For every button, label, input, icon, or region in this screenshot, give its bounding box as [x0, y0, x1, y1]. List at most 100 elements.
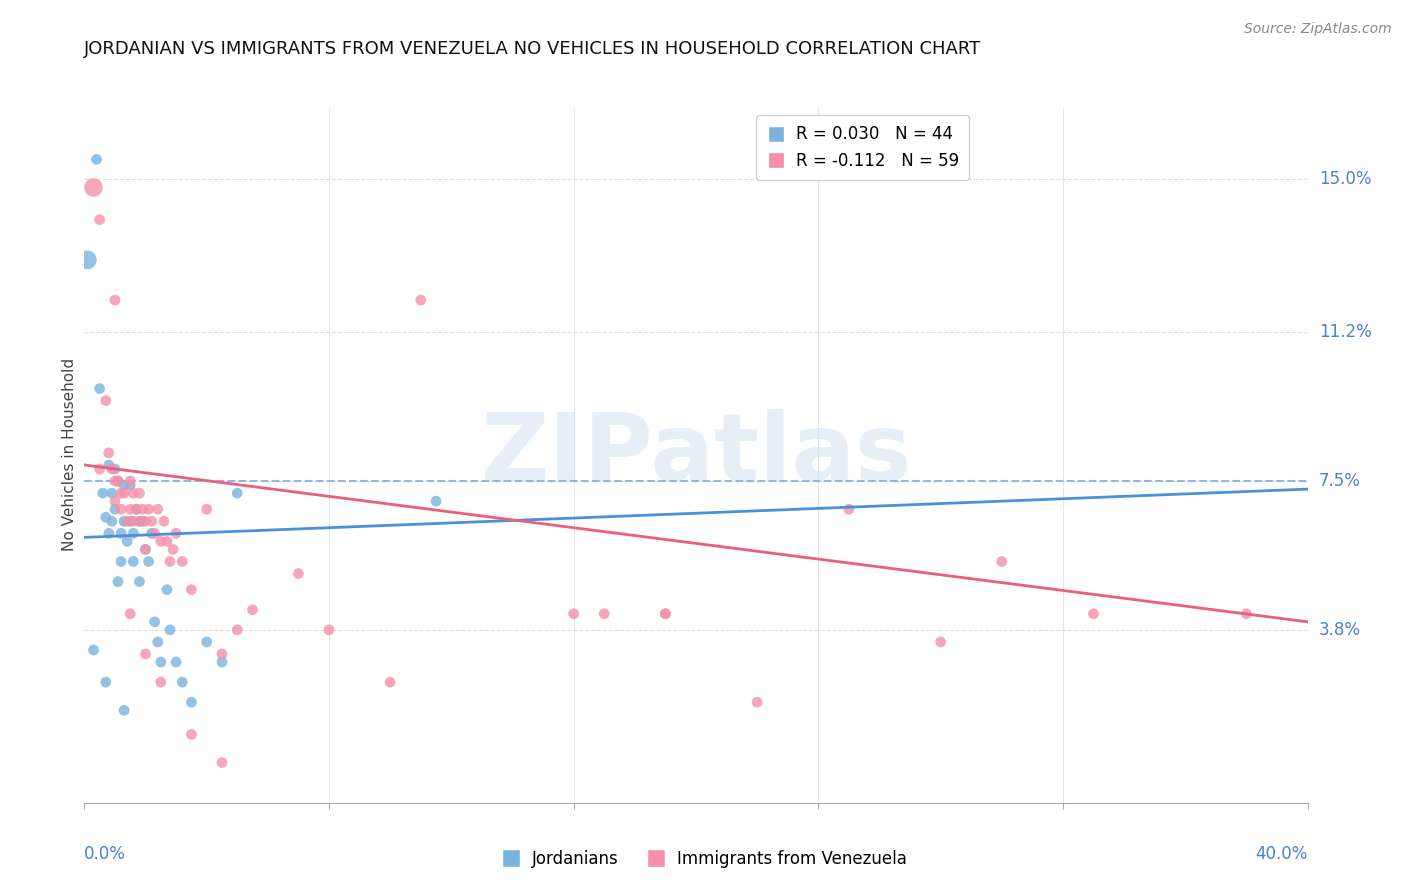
- Point: [122, 514, 145, 528]
- Point: [135, 542, 157, 557]
- Point: [838, 502, 860, 516]
- Text: ZIPatlas: ZIPatlas: [481, 409, 911, 501]
- Point: [141, 514, 163, 528]
- Point: [162, 542, 184, 557]
- Point: [318, 623, 340, 637]
- Point: [135, 514, 157, 528]
- Point: [83, 180, 105, 194]
- Point: [131, 514, 153, 528]
- Point: [110, 502, 132, 516]
- Point: [128, 574, 150, 589]
- Point: [128, 514, 150, 528]
- Text: 7.5%: 7.5%: [1319, 472, 1361, 490]
- Point: [1083, 607, 1105, 621]
- Point: [149, 675, 172, 690]
- Legend: Jordanians, Immigrants from Venezuela: Jordanians, Immigrants from Venezuela: [492, 844, 914, 875]
- Point: [135, 647, 157, 661]
- Point: [122, 526, 145, 541]
- Text: 40.0%: 40.0%: [1256, 845, 1308, 863]
- Point: [143, 526, 166, 541]
- Point: [211, 756, 233, 770]
- Point: [172, 675, 194, 690]
- Point: [107, 474, 129, 488]
- Point: [1234, 607, 1257, 621]
- Point: [138, 554, 160, 568]
- Point: [654, 607, 676, 621]
- Text: 11.2%: 11.2%: [1319, 323, 1371, 342]
- Point: [135, 542, 157, 557]
- Point: [425, 494, 447, 508]
- Point: [146, 502, 169, 516]
- Point: [156, 534, 179, 549]
- Point: [131, 502, 153, 516]
- Point: [149, 655, 172, 669]
- Point: [287, 566, 309, 581]
- Point: [110, 486, 132, 500]
- Point: [159, 554, 181, 568]
- Point: [104, 502, 127, 516]
- Point: [94, 393, 117, 408]
- Point: [120, 478, 142, 492]
- Point: [110, 526, 132, 541]
- Point: [211, 655, 233, 669]
- Point: [110, 554, 132, 568]
- Point: [120, 474, 142, 488]
- Point: [409, 293, 432, 307]
- Point: [122, 554, 145, 568]
- Point: [76, 252, 98, 267]
- Point: [180, 727, 202, 741]
- Point: [654, 607, 676, 621]
- Point: [991, 554, 1014, 568]
- Point: [120, 607, 142, 621]
- Point: [94, 510, 117, 524]
- Point: [226, 623, 249, 637]
- Point: [89, 212, 111, 227]
- Point: [104, 462, 127, 476]
- Point: [156, 582, 179, 597]
- Legend: R = 0.030   N = 44, R = -0.112   N = 59: R = 0.030 N = 44, R = -0.112 N = 59: [756, 115, 969, 179]
- Point: [120, 514, 142, 528]
- Point: [101, 462, 124, 476]
- Point: [94, 675, 117, 690]
- Point: [747, 695, 769, 709]
- Point: [112, 703, 135, 717]
- Text: Source: ZipAtlas.com: Source: ZipAtlas.com: [1244, 22, 1392, 37]
- Point: [89, 382, 111, 396]
- Point: [146, 635, 169, 649]
- Point: [122, 486, 145, 500]
- Point: [159, 623, 181, 637]
- Text: 3.8%: 3.8%: [1319, 621, 1361, 639]
- Point: [83, 643, 105, 657]
- Point: [165, 526, 187, 541]
- Point: [97, 458, 120, 472]
- Point: [97, 526, 120, 541]
- Point: [172, 554, 194, 568]
- Point: [115, 514, 138, 528]
- Point: [180, 582, 202, 597]
- Point: [242, 603, 264, 617]
- Point: [195, 502, 218, 516]
- Text: 15.0%: 15.0%: [1319, 170, 1371, 188]
- Point: [120, 502, 142, 516]
- Point: [128, 514, 150, 528]
- Point: [86, 153, 108, 167]
- Point: [153, 514, 176, 528]
- Point: [138, 502, 160, 516]
- Point: [380, 675, 402, 690]
- Point: [562, 607, 585, 621]
- Point: [101, 486, 124, 500]
- Point: [128, 486, 150, 500]
- Point: [211, 647, 233, 661]
- Point: [104, 474, 127, 488]
- Point: [101, 514, 124, 528]
- Point: [112, 514, 135, 528]
- Point: [107, 574, 129, 589]
- Point: [91, 486, 114, 500]
- Point: [115, 534, 138, 549]
- Point: [143, 615, 166, 629]
- Point: [929, 635, 952, 649]
- Point: [107, 474, 129, 488]
- Point: [97, 446, 120, 460]
- Point: [593, 607, 616, 621]
- Point: [104, 494, 127, 508]
